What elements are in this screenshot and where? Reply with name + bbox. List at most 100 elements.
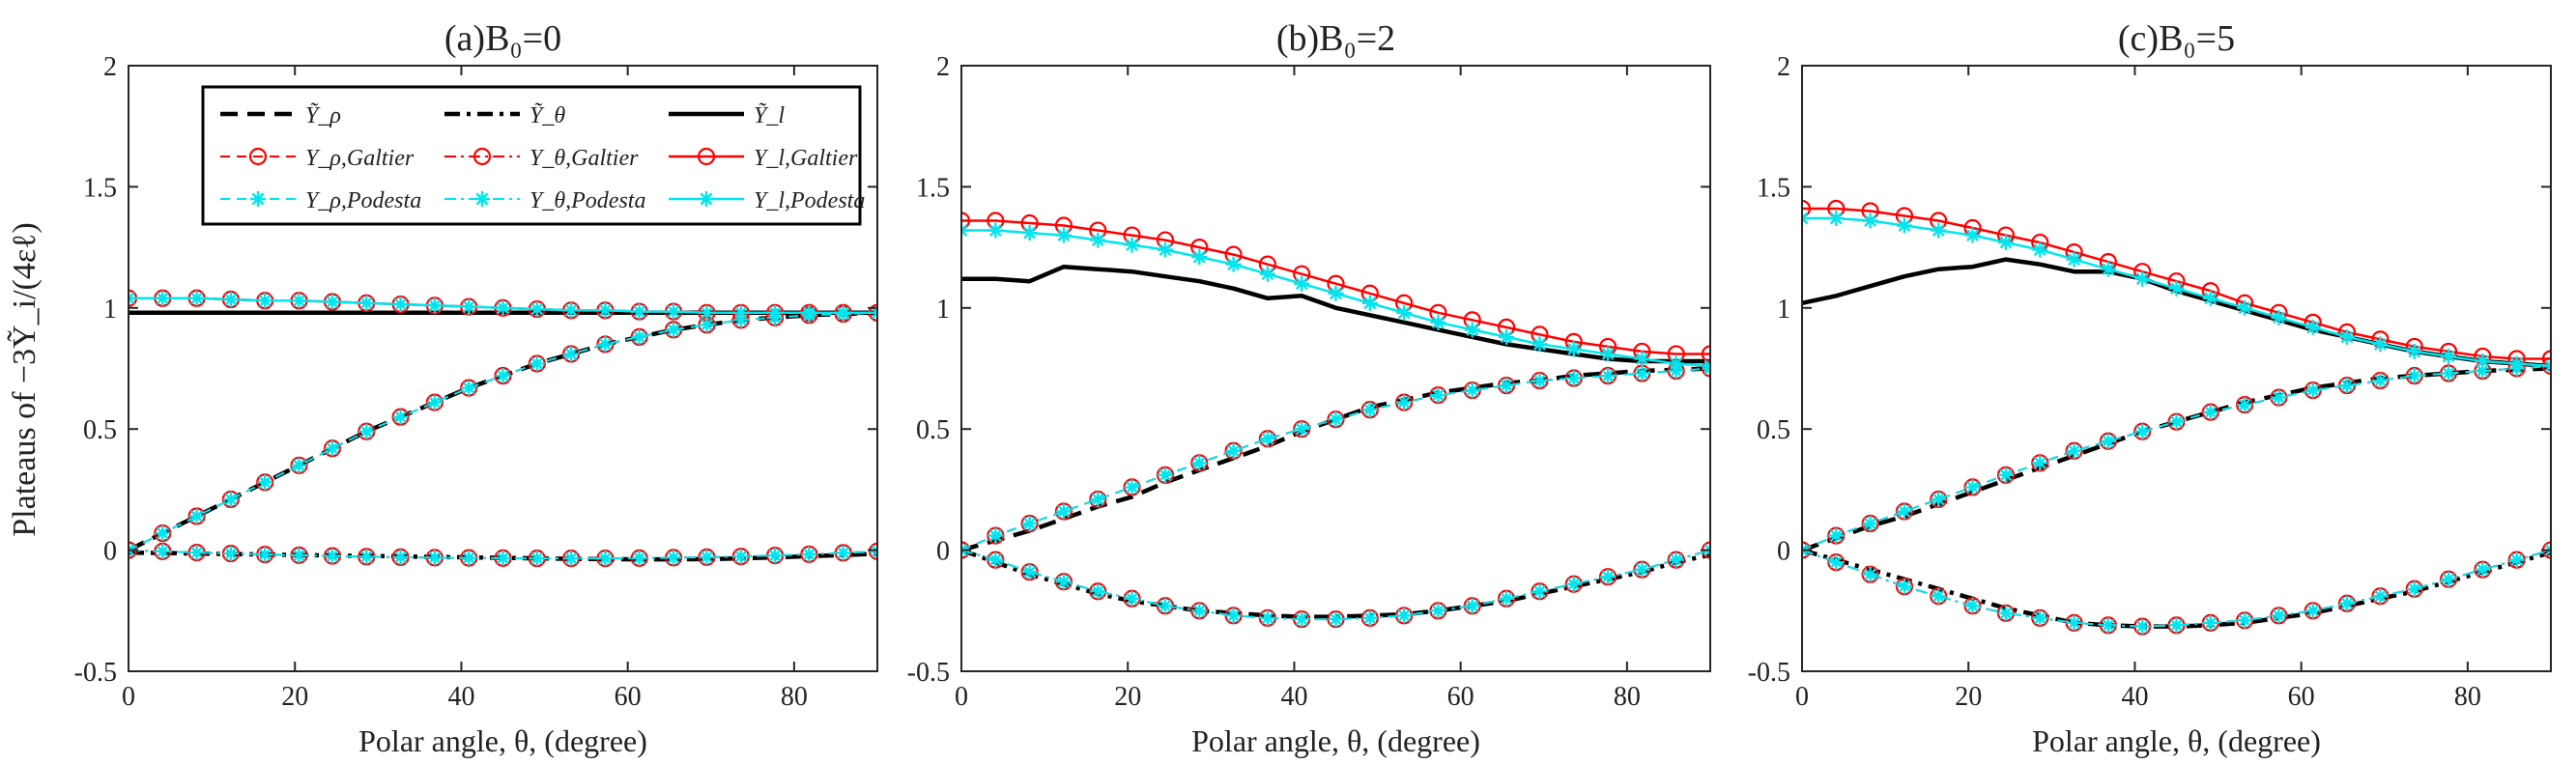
- series-point-Y_l_Galtier: [2541, 350, 2551, 368]
- series-point-Y_theta_Podesta: [2339, 595, 2356, 611]
- legend-label: Y_θ,Podesta: [530, 188, 645, 213]
- series-point-Y_theta_Podesta: [2237, 612, 2253, 629]
- series-point-Y_theta_Podesta: [1090, 583, 1106, 600]
- series-point-Y_rho_Podesta: [1964, 479, 1981, 495]
- series-point-Y_theta_Podesta: [1828, 554, 1845, 571]
- series-point-Y_l_Podesta: [2271, 309, 2287, 325]
- series-line-Y_theta_Podesta: [129, 549, 877, 560]
- series-point-Y_rho_Podesta: [2441, 365, 2457, 382]
- series-point-Y_rho_Podesta: [987, 527, 1004, 544]
- legend-marker: [474, 191, 490, 207]
- y-tick-label: 0.5: [83, 415, 117, 445]
- series-point-Y_rho_Podesta: [1862, 516, 1878, 532]
- series-point-Y_rho_Podesta: [1931, 491, 1947, 507]
- legend-label: Ỹ_l: [754, 103, 785, 128]
- series-point-Y_theta_Podesta: [732, 549, 749, 565]
- series-point-Y_theta_Podesta: [1259, 609, 1275, 626]
- series-point-Y_l_Podesta: [188, 290, 205, 306]
- x-tick-label: 60: [1447, 682, 1474, 712]
- series-point-Y_rho_Podesta: [1090, 491, 1106, 507]
- series-point-Y_theta_Podesta: [1464, 598, 1480, 614]
- y-tick-label: 1: [103, 295, 117, 325]
- legend: Ỹ_ρ Ỹ_θ Ỹ_l Y_ρ,Galtier Y_θ,Galtier Y_l,Galti…: [201, 85, 865, 226]
- series-point-Y_theta_Podesta: [1294, 611, 1310, 628]
- series-point-Y_l_Podesta: [1396, 304, 1413, 321]
- series-point-Y_l_Podesta: [1294, 275, 1310, 292]
- axes-box: [960, 65, 1711, 672]
- panel-title: (b)B₀=2: [1276, 18, 1395, 59]
- x-axis-label: Polar angle, θ, (degree): [358, 723, 647, 758]
- series-point-Y_theta_Podesta: [392, 549, 409, 565]
- series-point-Y_theta_Podesta: [529, 551, 545, 567]
- series-point-Y_rho_Podesta: [1531, 373, 1548, 389]
- series-point-Y_rho_Podesta: [1055, 503, 1072, 520]
- series-point-Y_rho_Podesta: [222, 491, 239, 507]
- series-point-Y_rho_Podesta: [666, 322, 682, 338]
- series-line-Y_theta_tilde: [961, 548, 1710, 619]
- legend-marker: [248, 147, 268, 166]
- series-point-Y_theta_Podesta: [1157, 598, 1173, 614]
- series-point-Y_theta_Podesta: [2134, 618, 2151, 635]
- legend-item: Y_ρ,Podesta: [220, 188, 421, 213]
- series-point-Y_l_Podesta: [2168, 280, 2185, 297]
- series-point-Y_theta_Podesta: [1124, 590, 1140, 607]
- x-tick-label: 40: [1280, 682, 1307, 712]
- series-point-Y_l_Podesta: [1600, 346, 1617, 362]
- y-axis-label: Plateaus of −3Ỹ_i/(4εℓ): [7, 222, 43, 536]
- series-point-Y_rho_Podesta: [1430, 387, 1446, 404]
- x-tick-label: 20: [1955, 682, 1982, 712]
- series-point-Y_rho_Podesta: [1668, 363, 1684, 380]
- series-point-Y_l_Podesta: [1055, 227, 1072, 243]
- y-tick-label: 2: [103, 52, 117, 82]
- series-point-Y_l_Galtier: [1802, 199, 1812, 218]
- series-point-Y_l_Podesta: [1328, 285, 1344, 301]
- series-point-Y_l_Podesta: [461, 298, 477, 315]
- series-point-Y_l_Podesta: [1259, 266, 1275, 282]
- legend-item: Y_ρ,Galtier: [220, 146, 415, 171]
- series-point-Y_l_Podesta: [1931, 222, 1947, 239]
- y-tick-label: 1.5: [1757, 173, 1790, 203]
- series-point-Y_l_Podesta: [291, 293, 307, 309]
- legend-label: Y_l,Galtier: [754, 146, 858, 171]
- series-point-Y_l_Podesta: [1361, 295, 1378, 311]
- series-point-Y_theta_Podesta: [1396, 608, 1413, 624]
- legend-label: Y_ρ,Galtier: [305, 146, 415, 171]
- legend-item: Ỹ_ρ: [220, 103, 341, 128]
- legend-marker: [472, 147, 492, 166]
- legend-marker: [699, 191, 714, 207]
- series-point-Y_theta_Podesta: [801, 546, 817, 562]
- legend-label: Ỹ_θ: [530, 103, 565, 128]
- series-point-Y_theta_Podesta: [597, 551, 614, 567]
- series-point-Y_rho_Podesta: [155, 525, 171, 542]
- series-point-Y_theta_Podesta: [2202, 614, 2218, 631]
- series-point-Y_l_Podesta: [1499, 328, 1515, 345]
- series-point-Y_theta_Podesta: [2032, 609, 2048, 626]
- series-point-Y_rho_Podesta: [358, 423, 375, 439]
- series-point-Y_theta_Podesta: [1499, 590, 1515, 607]
- y-tick-label: 2: [1777, 52, 1790, 82]
- series-point-Y_rho_Podesta: [2339, 378, 2356, 394]
- panel-title: (a)B₀=0: [444, 18, 561, 59]
- legend-marker: [697, 147, 716, 166]
- y-tick-label: 1.5: [83, 173, 117, 203]
- series-point-Y_l_Podesta: [1124, 237, 1140, 253]
- series-point-Y_rho_Podesta: [257, 474, 273, 491]
- series-point-Y_theta_Podesta: [1531, 583, 1548, 600]
- series-point-Y_theta_Podesta: [2372, 588, 2389, 605]
- series-point-Y_theta_Podesta: [222, 546, 239, 562]
- series-point-Y_l_Podesta: [2339, 328, 2356, 345]
- axes-box: [128, 65, 878, 672]
- series-point-Y_l_Podesta: [699, 304, 715, 321]
- x-axis-label: Polar angle, θ, (degree): [1191, 723, 1480, 758]
- series-point-Y_l_Podesta: [1828, 211, 1845, 227]
- series-point-Y_l_Podesta: [1090, 232, 1106, 248]
- series-point-Y_theta_Podesta: [257, 547, 273, 563]
- series-point-Y_l_Podesta: [529, 301, 545, 318]
- series-line-Y_theta_Podesta: [961, 549, 1710, 621]
- series-point-Y_l_Podesta: [495, 299, 511, 316]
- y-tick-label: 0.5: [916, 415, 950, 445]
- series-group: [1802, 199, 2551, 636]
- series-line-Y_l_tilde: [961, 264, 1710, 364]
